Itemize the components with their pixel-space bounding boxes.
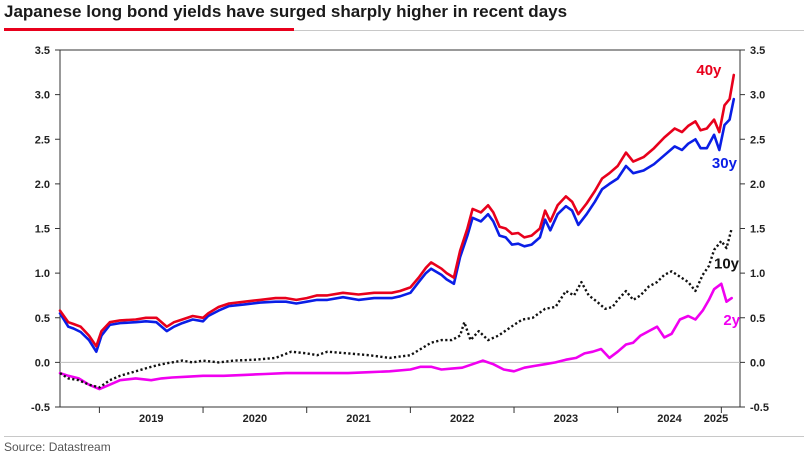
series-label-30y: 30y (712, 155, 738, 172)
series-line-40y (58, 73, 736, 348)
x-tick-label: 2020 (243, 413, 267, 425)
left-tick-label: 2.5 (35, 134, 50, 146)
left-tick-label: 3.5 (35, 45, 50, 57)
right-tick-label: 3.5 (750, 45, 765, 57)
series-labels: 40y 30y 10y 2y (696, 62, 740, 329)
right-tick-label: 1.0 (750, 268, 765, 280)
series-line-10y (59, 228, 733, 389)
x-tick-label: 2025 (704, 413, 728, 425)
left-tick-label: 0.0 (35, 357, 50, 369)
footer-rule (4, 436, 804, 437)
series-label-40y: 40y (696, 62, 722, 79)
left-tick-label: 1.0 (35, 268, 50, 280)
left-tick-label: 0.5 (35, 313, 50, 325)
x-tick-label: 2021 (346, 413, 370, 425)
series-label-2y: 2y (723, 312, 740, 329)
right-y-axis: 3.5 3.0 2.5 2.0 1.5 1.0 0.5 0.0 -0.5 (740, 45, 769, 414)
x-tick-label: 2024 (657, 413, 682, 425)
x-tick-label: 2023 (554, 413, 578, 425)
left-y-axis: 3.5 3.0 2.5 2.0 1.5 1.0 0.5 0.0 -0.5 (31, 45, 60, 414)
left-tick-label: 3.0 (35, 90, 50, 102)
series-label-10y: 10y (714, 256, 740, 273)
left-tick-label: 2.0 (35, 179, 50, 191)
x-tick-label: 2019 (139, 413, 163, 425)
left-tick-label: 1.5 (35, 224, 50, 236)
plot-border (59, 49, 741, 408)
right-tick-label: 1.5 (750, 224, 765, 236)
right-tick-label: 2.5 (750, 134, 765, 146)
chart-title: Japanese long bond yields have surged sh… (4, 2, 568, 21)
plot-frame (59, 49, 741, 408)
series-line-30y (58, 97, 736, 353)
x-tick-label: 2022 (450, 413, 474, 425)
right-tick-label: 3.0 (750, 90, 765, 102)
left-tick-label: -0.5 (31, 402, 50, 414)
title-rule (4, 30, 804, 31)
series-line-2y (58, 282, 733, 391)
source-note: Source: Datastream (4, 440, 111, 454)
right-tick-label: 0.0 (750, 357, 765, 369)
right-tick-label: 2.0 (750, 179, 765, 191)
x-axis: 2019 2020 2021 2022 2023 2024 2025 (98, 407, 728, 425)
right-tick-label: 0.5 (750, 313, 765, 325)
title-accent-bar (4, 28, 294, 31)
series-lines (58, 73, 736, 391)
right-tick-label: -0.5 (750, 402, 769, 414)
